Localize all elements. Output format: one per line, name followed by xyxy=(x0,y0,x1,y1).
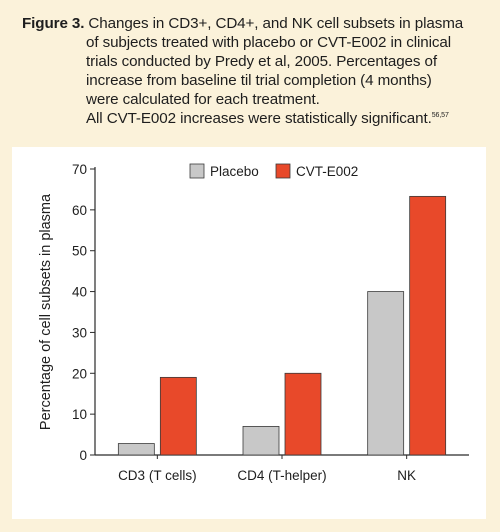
bar-cvt-e002 xyxy=(159,376,197,456)
bar-chart: Percentage of cell subsets in plasma 0 10 2… xyxy=(38,162,469,483)
y-tick-label: 70 xyxy=(72,162,87,177)
y-tick-label: 30 xyxy=(72,325,87,340)
y-tick-label: 60 xyxy=(72,203,87,218)
bar-cvt-e002 xyxy=(409,195,447,456)
caption-line-6: All CVT-E002 increases were statisticall… xyxy=(86,110,432,127)
x-tick-label: CD4 (T-helper) xyxy=(237,468,326,483)
caption-line-2: of subjects treated with placebo or CVT-… xyxy=(86,34,451,51)
figure-label: Figure 3. xyxy=(22,15,85,32)
bar-cvt-e002 xyxy=(284,372,322,456)
y-tick-label: 0 xyxy=(79,448,87,463)
legend-cvt-e002-swatch xyxy=(275,163,291,179)
caption-line-3: trials conducted by Predy et al, 2005. P… xyxy=(86,53,437,70)
chart-panel: Percentage of cell subsets in plasma 0 10 2… xyxy=(12,147,486,519)
bar-placebo xyxy=(242,425,280,456)
legend-placebo-swatch xyxy=(189,163,205,179)
y-tick-label: 40 xyxy=(72,285,87,300)
caption-line-5: were calculated for each treatment. xyxy=(86,91,320,108)
y-tick-label: 50 xyxy=(72,244,87,259)
caption-references: 56,57 xyxy=(431,111,449,119)
bar-placebo xyxy=(367,291,405,456)
x-tick-label: NK xyxy=(397,468,416,483)
legend-placebo-label: Placebo xyxy=(210,164,259,179)
y-tick-label: 10 xyxy=(72,407,87,422)
figure-caption: Figure 3. Changes in CD3+, CD4+, and NK c… xyxy=(22,14,488,128)
caption-line-6-wrap: All CVT-E002 increases were statisticall… xyxy=(86,109,488,128)
caption-line-4: increase from baseline til trial complet… xyxy=(86,72,432,89)
x-tick-label: CD3 (T cells) xyxy=(118,468,197,483)
legend-cvt-e002-label: CVT-E002 xyxy=(296,164,358,179)
caption-line-1: Changes in CD3+, CD4+, and NK cell subse… xyxy=(88,15,464,32)
bar-placebo xyxy=(117,443,155,456)
y-tick-label: 20 xyxy=(72,366,87,381)
y-axis-label: Percentage of cell subsets in plasma xyxy=(38,193,54,430)
